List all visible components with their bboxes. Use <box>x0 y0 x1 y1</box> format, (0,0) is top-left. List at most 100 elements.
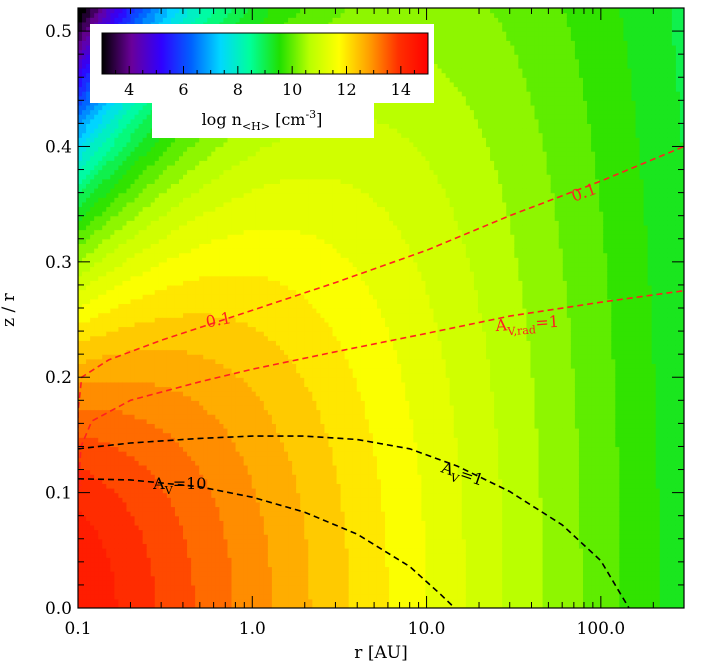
heatmap-cell <box>106 400 111 405</box>
heatmap-cell <box>82 451 87 456</box>
heatmap-cell <box>147 419 152 424</box>
heatmap-cell <box>207 539 212 544</box>
heatmap-cell <box>82 359 87 364</box>
heatmap-cell <box>122 128 127 133</box>
heatmap-cell <box>195 303 200 308</box>
heatmap-cell <box>114 331 119 336</box>
heatmap-cell <box>139 354 144 359</box>
heatmap-cell <box>122 303 127 308</box>
heatmap-cell <box>126 488 131 493</box>
heatmap-cell <box>106 456 111 461</box>
heatmap-cell <box>94 17 99 22</box>
heatmap-cell <box>118 433 123 438</box>
heatmap-cell <box>227 336 232 341</box>
heatmap-cell <box>131 239 136 244</box>
heatmap-cell <box>86 308 91 313</box>
heatmap-cell <box>227 276 232 281</box>
heatmap-cell <box>131 248 136 253</box>
heatmap-cell <box>207 220 212 225</box>
heatmap-cell <box>159 280 164 285</box>
heatmap-cell <box>102 400 107 405</box>
heatmap-cell <box>175 142 180 147</box>
heatmap-cell <box>139 520 144 525</box>
heatmap-cell <box>191 8 196 13</box>
heatmap-cell <box>118 128 123 133</box>
heatmap-cell <box>167 465 172 470</box>
heatmap-cell <box>203 465 208 470</box>
heatmap-cell <box>147 211 152 216</box>
heatmap-cell <box>183 525 188 530</box>
heatmap-cell <box>163 257 168 262</box>
heatmap-cell <box>199 451 204 456</box>
heatmap-cell <box>183 456 188 461</box>
heatmap-cell <box>223 262 228 267</box>
heatmap-cell <box>135 239 140 244</box>
heatmap-cell <box>227 266 232 271</box>
heatmap-cell <box>78 354 83 359</box>
heatmap-cell <box>110 230 115 235</box>
heatmap-cell <box>215 423 220 428</box>
heatmap-cell <box>114 534 119 539</box>
heatmap-cell <box>122 137 127 142</box>
heatmap-cell <box>163 437 168 442</box>
heatmap-cell <box>98 345 103 350</box>
heatmap-cell <box>155 230 160 235</box>
heatmap-cell <box>90 382 95 387</box>
heatmap-cell <box>98 350 103 355</box>
heatmap-cell <box>131 488 136 493</box>
heatmap-cell <box>183 294 188 299</box>
heatmap-cell <box>78 285 83 290</box>
heatmap-cell <box>139 576 144 581</box>
heatmap-cell <box>98 133 103 138</box>
heatmap-cell <box>195 285 200 290</box>
heatmap-cell <box>183 17 188 22</box>
heatmap-cell <box>135 110 140 115</box>
heatmap-cell <box>143 234 148 239</box>
heatmap-cell <box>187 414 192 419</box>
heatmap-cell <box>90 594 95 599</box>
heatmap-cell <box>86 442 91 447</box>
heatmap-cell <box>82 63 87 68</box>
heatmap-cell <box>207 373 212 378</box>
heatmap-cell <box>179 313 184 318</box>
heatmap-cell <box>139 368 144 373</box>
heatmap-cell <box>126 405 131 410</box>
heatmap-cell <box>183 290 188 295</box>
heatmap-cell <box>98 285 103 290</box>
heatmap-cell <box>219 234 224 239</box>
heatmap-cell <box>155 151 160 156</box>
heatmap-cell <box>143 179 148 184</box>
heatmap-cell <box>179 539 184 544</box>
heatmap-cell <box>86 511 91 516</box>
heatmap-cell <box>126 313 131 318</box>
heatmap-cell <box>102 594 107 599</box>
heatmap-cell <box>232 386 237 391</box>
heatmap-cell <box>139 530 144 535</box>
heatmap-cell <box>94 225 99 230</box>
heatmap-cell <box>82 110 87 115</box>
heatmap-cell <box>90 410 95 415</box>
heatmap-cell <box>86 345 91 350</box>
heatmap-cell <box>219 331 224 336</box>
heatmap-cell <box>147 165 152 170</box>
heatmap-cell <box>102 206 107 211</box>
heatmap-cell <box>195 460 200 465</box>
heatmap-cell <box>126 585 131 590</box>
heatmap-cell <box>106 276 111 281</box>
heatmap-cell <box>187 234 192 239</box>
heatmap-cell <box>151 303 156 308</box>
heatmap-cell <box>143 502 148 507</box>
heatmap-cell <box>223 451 228 456</box>
heatmap-cell <box>159 276 164 281</box>
heatmap-cell <box>155 8 160 13</box>
heatmap-cell <box>147 433 152 438</box>
heatmap-cell <box>223 405 228 410</box>
heatmap-cell <box>98 303 103 308</box>
heatmap-cell <box>86 580 91 585</box>
heatmap-cell <box>215 483 220 488</box>
heatmap-cell <box>227 419 232 424</box>
heatmap-cell <box>131 123 136 128</box>
heatmap-cell <box>207 216 212 221</box>
heatmap-cell <box>163 354 168 359</box>
heatmap-cell <box>171 354 176 359</box>
